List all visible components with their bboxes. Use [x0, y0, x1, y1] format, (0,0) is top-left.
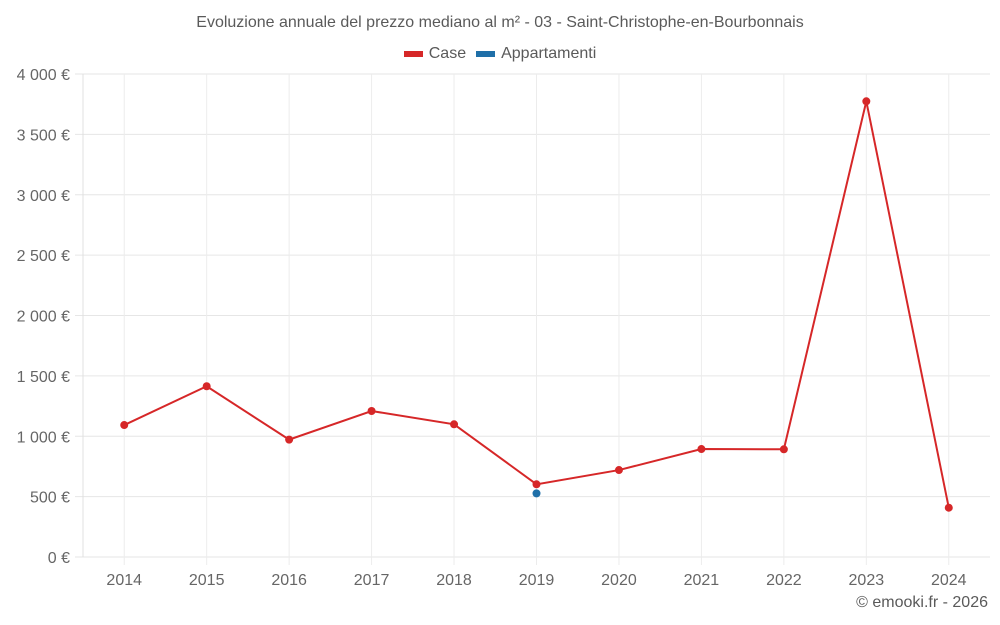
chart-title: Evoluzione annuale del prezzo mediano al… — [196, 14, 804, 31]
x-tick-label: 2024 — [931, 572, 967, 589]
y-tick-label: 500 € — [30, 490, 70, 507]
x-tick-label: 2016 — [271, 572, 307, 589]
data-point[interactable] — [532, 480, 541, 489]
x-tick-label: 2014 — [106, 572, 142, 589]
data-point[interactable] — [532, 489, 541, 498]
data-point[interactable] — [862, 97, 871, 106]
x-tick-label: 2018 — [436, 572, 472, 589]
legend-label-appartamenti: Appartamenti — [501, 45, 597, 62]
y-tick-label: 0 € — [48, 550, 70, 567]
legend: Case Appartamenti — [0, 45, 1000, 63]
y-tick-label: 1 000 € — [17, 429, 70, 446]
data-point[interactable] — [944, 503, 953, 512]
credit-text: © emooki.fr - 2026 — [856, 594, 988, 611]
x-tick-label: 2017 — [354, 572, 390, 589]
x-tick-label: 2019 — [519, 572, 555, 589]
x-tick-label: 2023 — [849, 572, 885, 589]
data-point[interactable] — [120, 421, 129, 430]
legend-label-case: Case — [428, 45, 467, 62]
y-tick-label: 3 000 € — [17, 188, 70, 205]
y-tick-label: 2 500 € — [17, 248, 70, 265]
gridlines — [75, 73, 990, 565]
y-axis: 0 € 500 € 1 000 € 1 500 € 2 000 € 2 500 € 3 00… — [17, 67, 70, 567]
legend-swatch-appartamenti — [476, 51, 496, 57]
legend-swatch-case — [403, 51, 423, 57]
y-tick-label: 4 000 € — [17, 67, 70, 84]
y-tick-label: 2 000 € — [17, 309, 70, 326]
data-point[interactable] — [614, 466, 623, 475]
data-point[interactable] — [202, 382, 211, 391]
x-tick-label: 2021 — [684, 572, 720, 589]
data-point[interactable] — [697, 445, 706, 454]
y-tick-label: 1 500 € — [17, 369, 70, 386]
data-point[interactable] — [779, 445, 788, 454]
data-point[interactable] — [450, 420, 459, 429]
legend-item-appartamenti[interactable]: Appartamenti — [476, 45, 596, 63]
x-tick-label: 2015 — [189, 572, 225, 589]
data-point[interactable] — [367, 407, 376, 416]
x-axis: 2014 2015 2016 2017 2018 2019 2020 2021 2022 2023… — [106, 572, 966, 589]
data-point[interactable] — [285, 435, 294, 444]
x-tick-label: 2022 — [766, 572, 802, 589]
x-tick-label: 2020 — [601, 572, 637, 589]
y-tick-label: 3 500 € — [17, 127, 70, 144]
legend-item-case[interactable]: Case — [403, 45, 467, 63]
series-layer — [120, 97, 953, 512]
